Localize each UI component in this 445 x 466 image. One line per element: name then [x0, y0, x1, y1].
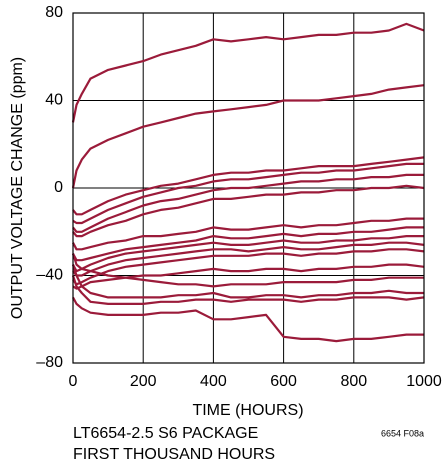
data-line [72, 162, 424, 225]
x-tick-label: 400 [200, 373, 227, 390]
data-line [71, 264, 424, 299]
x-tick-label: 800 [340, 373, 367, 390]
data-line [71, 84, 425, 189]
y-tick-label: 40 [45, 92, 63, 109]
x-tick-label: 0 [69, 373, 78, 390]
data-line [72, 241, 425, 277]
y-tick-label: –40 [36, 267, 63, 284]
data-line [72, 156, 425, 216]
x-tick-label: 600 [270, 373, 297, 390]
figure-code: 6654 F08a [381, 428, 424, 438]
data-line [72, 217, 424, 251]
x-tick-label: 1000 [406, 373, 442, 390]
y-axis-title: OUTPUT VOLTAGE CHANGE (ppm) [9, 57, 26, 319]
y-tick-label: –80 [36, 354, 63, 371]
data-line [71, 275, 425, 305]
data-line [72, 263, 425, 290]
caption: FIRST THOUSAND HOURS [73, 446, 275, 463]
caption: LT6654-2.5 S6 PACKAGE [73, 425, 258, 442]
data-line [72, 296, 424, 343]
data-line [72, 184, 425, 238]
y-tick-label: 80 [45, 4, 63, 21]
data-line [71, 253, 424, 288]
data-line [71, 22, 425, 123]
x-axis-title: TIME (HOURS) [192, 402, 303, 419]
y-tick-label: 0 [54, 179, 63, 196]
data-line [72, 226, 424, 262]
x-tick-label: 200 [130, 373, 157, 390]
data-line [72, 173, 424, 233]
data-line [72, 235, 424, 273]
plot-border [72, 12, 425, 364]
